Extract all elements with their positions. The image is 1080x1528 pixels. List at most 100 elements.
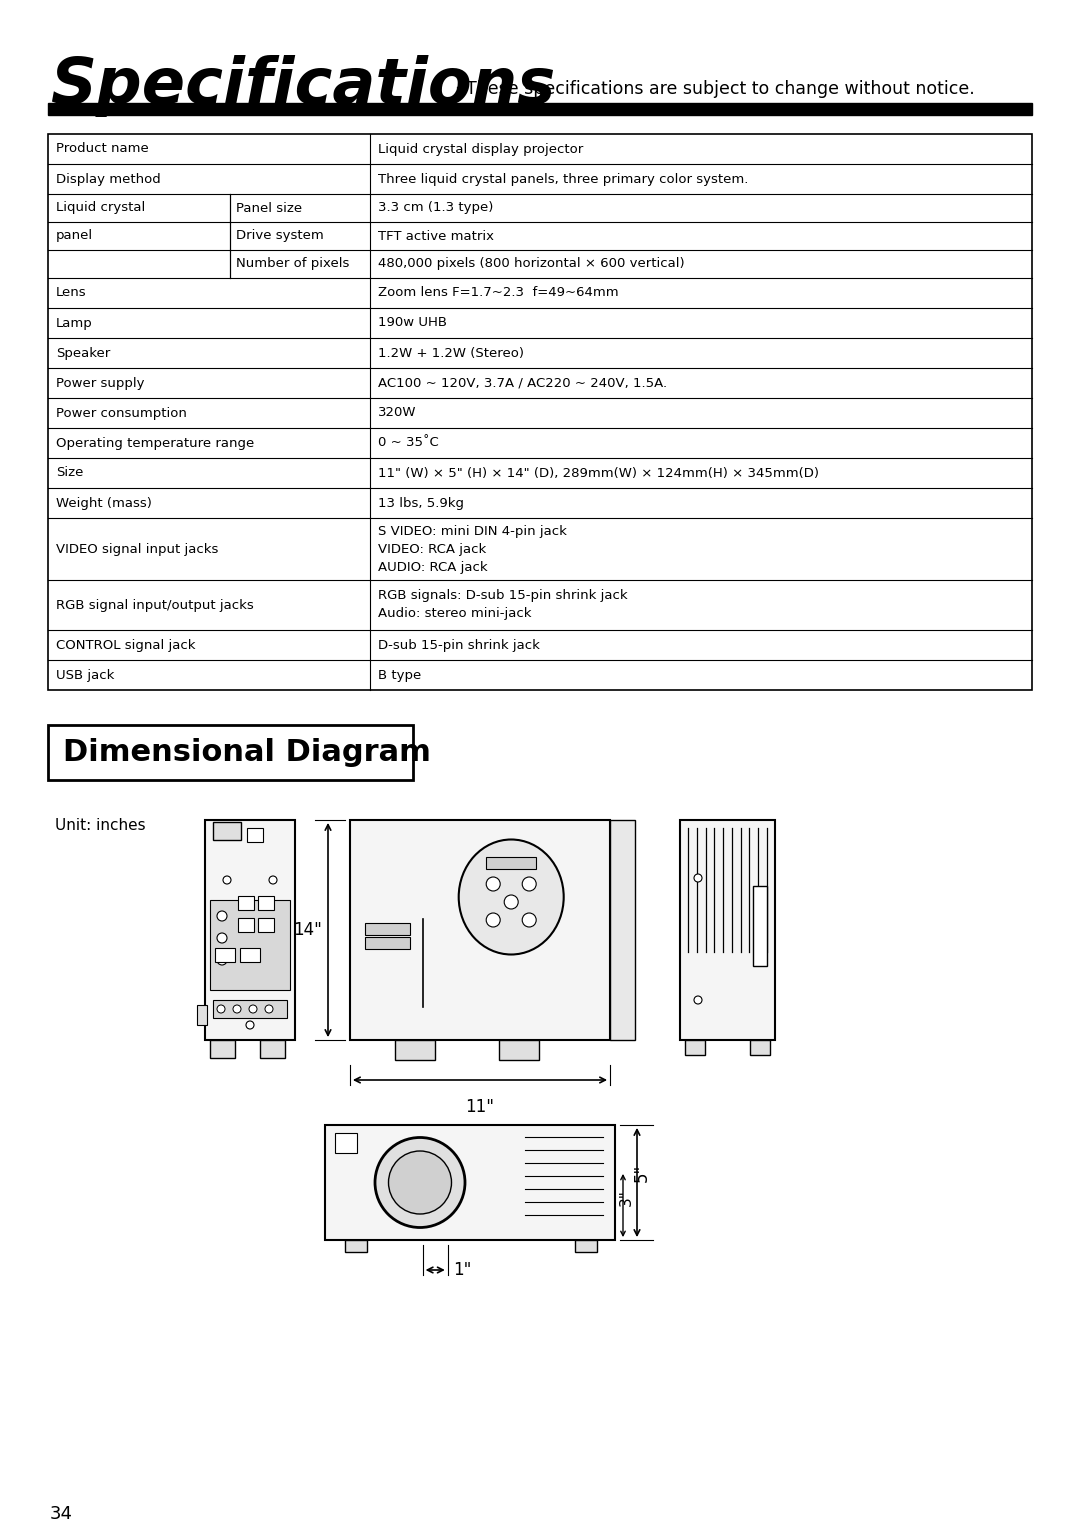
Bar [247,828,264,842]
Text: USB jack: USB jack [56,669,114,681]
Text: 3.3 cm (1.3 type): 3.3 cm (1.3 type) [378,202,494,214]
Circle shape [694,996,702,1004]
Text: Lamp: Lamp [56,316,93,330]
Text: Lens: Lens [56,287,86,299]
Bar [210,900,291,990]
Circle shape [504,895,518,909]
Circle shape [523,877,536,891]
Text: Three liquid crystal panels, three primary color system.: Three liquid crystal panels, three prima… [378,173,748,185]
Bar [750,1041,770,1054]
Circle shape [375,1137,465,1227]
Text: VIDEO: RCA jack: VIDEO: RCA jack [378,542,486,556]
Bar [213,822,241,840]
Text: 11": 11" [465,1099,495,1115]
Text: TFT active matrix: TFT active matrix [378,229,494,243]
Circle shape [486,877,500,891]
Bar [240,947,260,963]
Text: S VIDEO: mini DIN 4-pin jack: S VIDEO: mini DIN 4-pin jack [378,524,567,538]
Text: panel: panel [56,229,93,243]
Text: Size: Size [56,466,83,480]
Circle shape [233,1005,241,1013]
Text: Unit: inches: Unit: inches [55,817,146,833]
Text: Panel size: Panel size [237,202,302,214]
Circle shape [217,934,227,943]
Text: Power supply: Power supply [56,376,145,390]
Text: RGB signals: D-sub 15-pin shrink jack: RGB signals: D-sub 15-pin shrink jack [378,590,627,602]
Bar [197,1005,207,1025]
Circle shape [222,876,231,885]
Text: CONTROL signal jack: CONTROL signal jack [56,639,195,651]
Circle shape [486,914,500,927]
Text: Audio: stereo mini-jack: Audio: stereo mini-jack [378,608,531,620]
Ellipse shape [459,839,564,955]
Bar [335,1132,357,1154]
Bar [325,1125,615,1241]
Circle shape [249,1005,257,1013]
Text: Specifications: Specifications [50,55,555,118]
Bar [610,821,635,1041]
Text: Power consumption: Power consumption [56,406,187,420]
Circle shape [217,911,227,921]
Text: 34: 34 [50,1505,73,1523]
Text: Zoom lens F=1.7~2.3  f=49~64mm: Zoom lens F=1.7~2.3 f=49~64mm [378,287,619,299]
Bar [258,895,274,911]
Text: Display method: Display method [56,173,161,185]
Text: 0 ~ 35˚C: 0 ~ 35˚C [378,437,438,449]
Bar [48,102,1032,115]
Text: 14": 14" [293,921,322,940]
Text: 1.2W + 1.2W (Stereo): 1.2W + 1.2W (Stereo) [378,347,524,359]
Bar [48,134,1032,691]
Bar [205,821,295,1041]
Text: 1": 1" [453,1261,471,1279]
Bar [685,1041,705,1054]
Text: Operating temperature range: Operating temperature range [56,437,254,449]
Circle shape [389,1151,451,1215]
Bar [238,918,254,932]
Bar [48,724,413,779]
Bar [395,1041,435,1060]
Bar [486,857,536,869]
Text: 13 lbs, 5.9kg: 13 lbs, 5.9kg [378,497,464,509]
Circle shape [217,1005,225,1013]
Text: 190w UHB: 190w UHB [378,316,447,330]
Text: Dimensional Diagram: Dimensional Diagram [63,738,431,767]
Text: 3": 3" [619,1189,634,1206]
Text: D-sub 15-pin shrink jack: D-sub 15-pin shrink jack [378,639,540,651]
Text: VIDEO signal input jacks: VIDEO signal input jacks [56,542,218,556]
Circle shape [694,874,702,882]
Text: 5": 5" [633,1164,651,1183]
Circle shape [269,876,276,885]
Bar [345,1241,367,1251]
Circle shape [523,914,536,927]
Text: Drive system: Drive system [237,229,324,243]
Bar [365,937,410,949]
Text: B type: B type [378,669,421,681]
Bar [213,999,287,1018]
Bar [575,1241,597,1251]
Text: Liquid crystal: Liquid crystal [56,202,145,214]
Text: Product name: Product name [56,142,149,156]
Bar [260,1041,285,1057]
Bar [238,895,254,911]
Circle shape [217,955,227,966]
Text: 11" (W) × 5" (H) × 14" (D), 289mm(W) × 124mm(H) × 345mm(D): 11" (W) × 5" (H) × 14" (D), 289mm(W) × 1… [378,466,819,480]
Text: Weight (mass): Weight (mass) [56,497,152,509]
Text: 320W: 320W [378,406,417,420]
Bar [350,821,610,1041]
Bar [258,918,274,932]
Circle shape [265,1005,273,1013]
Text: RGB signal input/output jacks: RGB signal input/output jacks [56,599,254,611]
Text: Liquid crystal display projector: Liquid crystal display projector [378,142,583,156]
Text: · These specifications are subject to change without notice.: · These specifications are subject to ch… [455,79,975,98]
Circle shape [246,1021,254,1028]
Text: AUDIO: RCA jack: AUDIO: RCA jack [378,561,488,573]
Bar [365,923,410,935]
Bar [753,886,767,966]
Text: 480,000 pixels (800 horizontal × 600 vertical): 480,000 pixels (800 horizontal × 600 ver… [378,258,685,270]
Bar [210,1041,235,1057]
Bar [499,1041,539,1060]
Bar [215,947,235,963]
Bar [680,821,775,1041]
Text: Speaker: Speaker [56,347,110,359]
Text: AC100 ~ 120V, 3.7A / AC220 ~ 240V, 1.5A.: AC100 ~ 120V, 3.7A / AC220 ~ 240V, 1.5A. [378,376,667,390]
